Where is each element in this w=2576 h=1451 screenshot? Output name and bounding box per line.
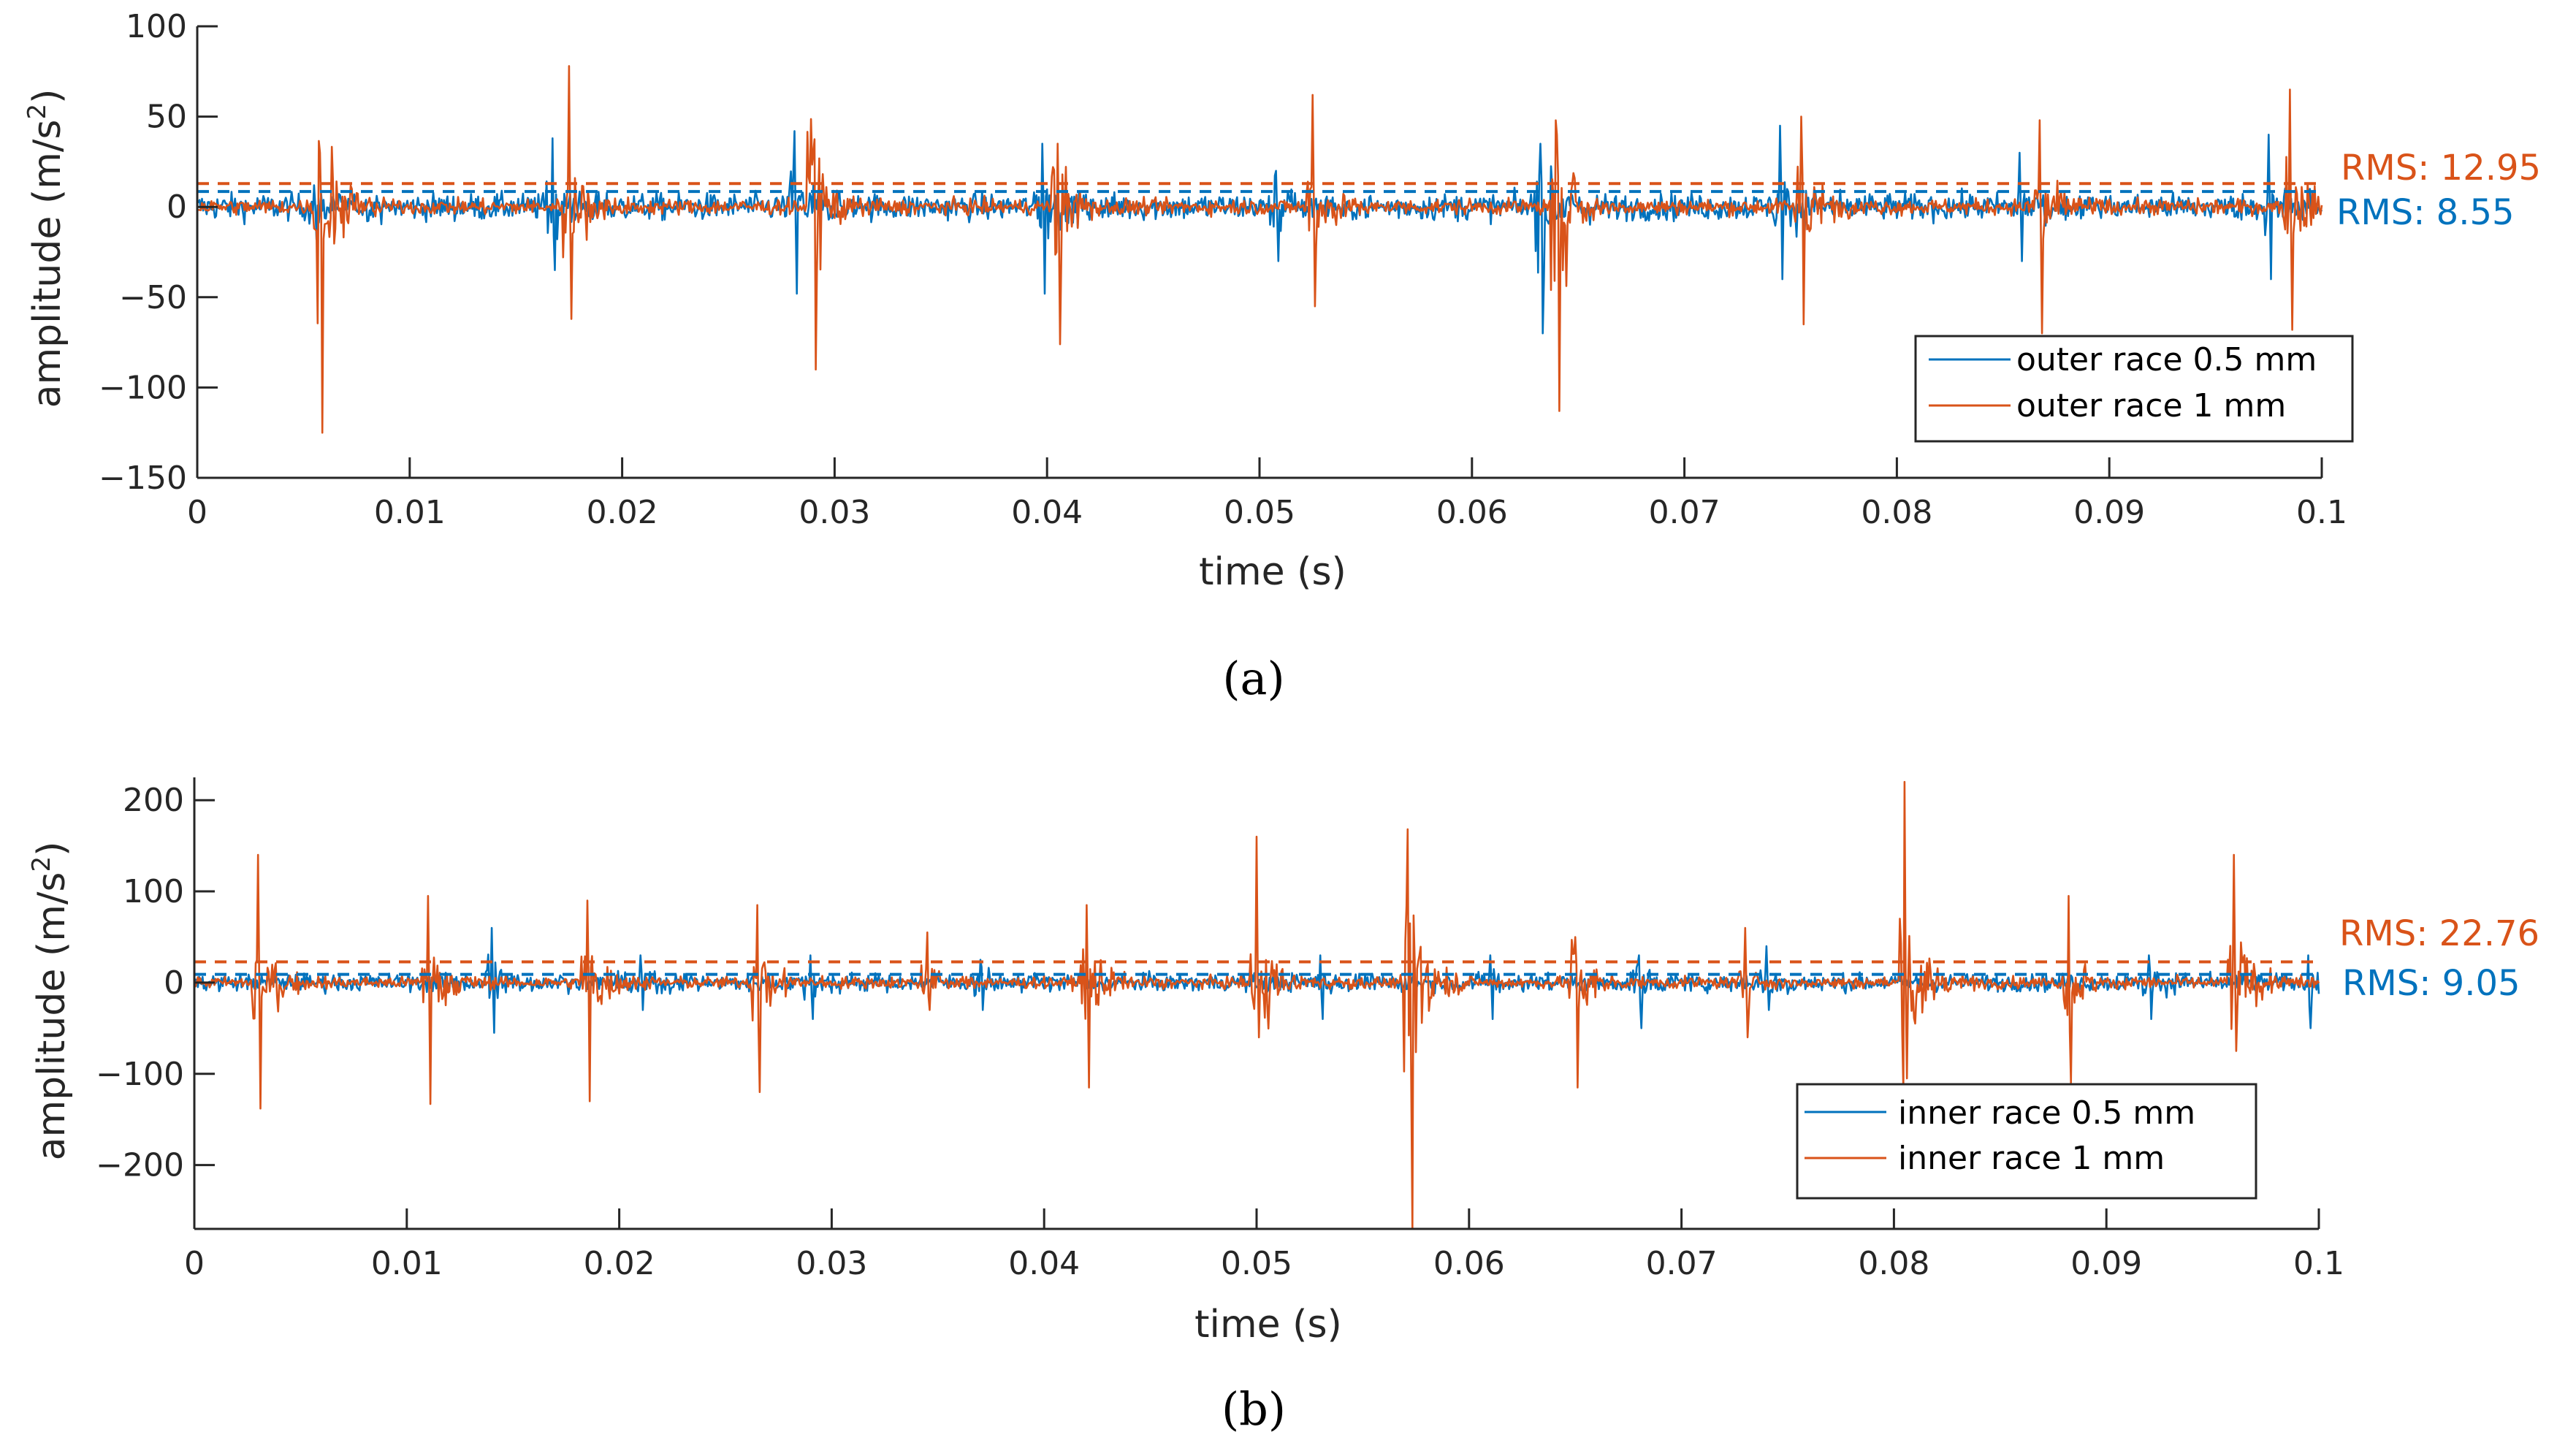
chart-b-y-tick-label: 200 — [123, 782, 184, 819]
chart-b-rms-label-1: RMS: 9.05 — [2342, 963, 2520, 1004]
chart-b-x-tick-label: 0.02 — [584, 1245, 655, 1282]
chart-b-rms-label-2: RMS: 22.76 — [2339, 913, 2539, 954]
chart-b-x-tick-label: 0.03 — [796, 1245, 867, 1282]
chart-a-y-tick-label: −50 — [119, 279, 187, 316]
chart-b: 0 0.01 0.02 0.03 0.04 0.05 0.06 0.07 0.08 0.09 0.1… — [27, 777, 2539, 1436]
chart-a-rms-layer — [197, 182, 2322, 194]
chart-b-y-tick-label: 100 — [123, 873, 184, 910]
chart-a-x-tick-label: 0.09 — [2073, 494, 2145, 531]
chart-a-x-axis-title: time (s) — [1199, 550, 1346, 594]
chart-a-caption: (a) — [1222, 652, 1284, 705]
chart-b-series-2-line — [193, 780, 2320, 1230]
chart-b-x-tick-label: 0.09 — [2070, 1245, 2142, 1282]
chart-a-x-tick-label: 0.08 — [1861, 494, 1932, 531]
chart-b-legend-label-1: inner race 0.5 mm — [1898, 1094, 2195, 1132]
chart-b-caption: (b) — [1222, 1382, 1286, 1436]
chart-a-y-tick-label: 100 — [126, 8, 187, 45]
chart-a-series-layer — [196, 65, 2323, 434]
chart-b-x-ticks: 0 0.01 0.02 0.03 0.04 0.05 0.06 0.07 0.08 0.09 0.1 — [184, 1208, 2344, 1282]
chart-a-x-tick-label: 0.03 — [799, 494, 870, 531]
chart-a-y-tick-label: −150 — [99, 460, 187, 497]
chart-a-y-axis-title-end: ) — [26, 89, 69, 104]
chart-a-x-tick-label: 0.02 — [587, 494, 658, 531]
chart-b-x-tick-label: 0.01 — [371, 1245, 443, 1282]
chart-b-x-tick-label: 0.07 — [1646, 1245, 1718, 1282]
chart-a-series-2-line — [197, 65, 2323, 434]
chart-a: 0 0.01 0.02 0.03 0.04 0.05 0.06 0.07 0.08 0.09 0.1… — [23, 8, 2541, 705]
chart-a-x-tick-label: 0.05 — [1224, 494, 1295, 531]
chart-a-x-tick-label: 0.06 — [1436, 494, 1508, 531]
chart-b-y-ticks: −200 −100 0 100 200 — [96, 782, 215, 1184]
chart-a-y-tick-label: 50 — [146, 99, 187, 136]
chart-b-x-tick-label: 0.04 — [1008, 1245, 1080, 1282]
chart-b-y-axis-title-end: ) — [30, 842, 74, 856]
chart-a-legend: outer race 0.5 mm outer race 1 mm — [1914, 335, 2354, 443]
chart-b-x-tick-label: 0.06 — [1433, 1245, 1505, 1282]
chart-b-x-tick-label: 0.05 — [1221, 1245, 1292, 1282]
chart-b-y-axis-title-main: amplitude (m/s — [30, 872, 74, 1161]
chart-b-legend-box — [1796, 1083, 2257, 1200]
chart-a-y-axis-title-main: amplitude (m/s — [26, 120, 69, 408]
chart-a-rms-label-1: RMS: 8.55 — [2336, 192, 2515, 233]
chart-b-x-tick-label: 0 — [184, 1245, 205, 1282]
chart-a-x-tick-label: 0.1 — [2296, 494, 2347, 531]
chart-b-x-tick-label: 0.08 — [1858, 1245, 1929, 1282]
chart-b-series-layer — [193, 780, 2320, 1230]
chart-a-y-ticks: −150 −100 −50 0 50 100 — [99, 8, 218, 497]
chart-b-legend-label-2: inner race 1 mm — [1898, 1140, 2165, 1177]
chart-a-y-axis-title-sup: 2 — [23, 104, 52, 120]
chart-a-rms-label-2: RMS: 12.95 — [2341, 148, 2541, 188]
chart-a-legend-label-1: outer race 0.5 mm — [2016, 341, 2317, 378]
chart-a-y-tick-label: −100 — [99, 369, 187, 406]
chart-a-x-tick-label: 0 — [187, 494, 207, 531]
chart-b-rms-layer — [194, 960, 2319, 976]
chart-b-legend: inner race 0.5 mm inner race 1 mm — [1796, 1083, 2257, 1200]
chart-b-x-axis-title: time (s) — [1194, 1303, 1342, 1347]
chart-b-y-tick-label: 0 — [164, 964, 184, 1002]
chart-a-series-1-line — [196, 124, 2323, 335]
chart-a-y-tick-label: 0 — [167, 188, 187, 226]
chart-b-x-tick-label: 0.1 — [2293, 1245, 2344, 1282]
chart-a-x-ticks: 0 0.01 0.02 0.03 0.04 0.05 0.06 0.07 0.08 0.09 0.1 — [187, 457, 2347, 531]
chart-a-x-tick-label: 0.04 — [1011, 494, 1083, 531]
chart-b-y-axis-title: amplitude (m/s2) — [27, 842, 74, 1161]
chart-b-y-tick-label: −200 — [96, 1147, 184, 1184]
chart-a-legend-label-2: outer race 1 mm — [2016, 387, 2286, 424]
chart-a-y-axis-title: amplitude (m/s2) — [23, 89, 69, 408]
chart-a-x-tick-label: 0.01 — [374, 494, 446, 531]
chart-b-y-axis-title-sup: 2 — [27, 856, 56, 872]
chart-a-legend-box — [1914, 335, 2354, 443]
chart-b-y-tick-label: −100 — [96, 1056, 184, 1093]
chart-a-x-tick-label: 0.07 — [1649, 494, 1720, 531]
